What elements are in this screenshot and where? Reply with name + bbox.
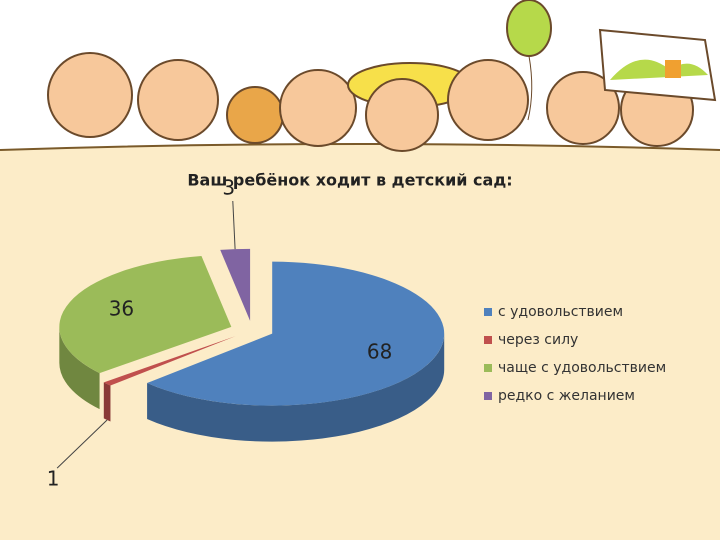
data-label: 1	[47, 467, 60, 491]
leader-line	[56, 419, 108, 469]
legend-swatch	[484, 392, 492, 400]
leader-line	[232, 200, 236, 250]
chart-title: Ваш ребёнок ходит в детский сад:	[187, 171, 512, 190]
slice-side	[59, 326, 100, 410]
legend-label: через силу	[498, 332, 578, 348]
legend-label: редко с желанием	[498, 388, 635, 404]
slice-side	[147, 333, 445, 442]
data-label: 3	[222, 175, 235, 199]
slice	[59, 255, 232, 374]
kids-illustration	[0, 0, 720, 152]
legend-swatch	[484, 336, 492, 344]
data-label: 36	[109, 297, 134, 321]
legend-swatch	[484, 364, 492, 372]
slice	[103, 336, 236, 386]
legend-swatch	[484, 308, 492, 316]
legend-label: с удовольствием	[498, 304, 623, 320]
slice	[220, 248, 251, 321]
legend-label: чаще с удовольствием	[498, 360, 666, 376]
slice	[147, 261, 445, 406]
slice-side	[103, 382, 111, 422]
data-label: 68	[367, 340, 392, 364]
